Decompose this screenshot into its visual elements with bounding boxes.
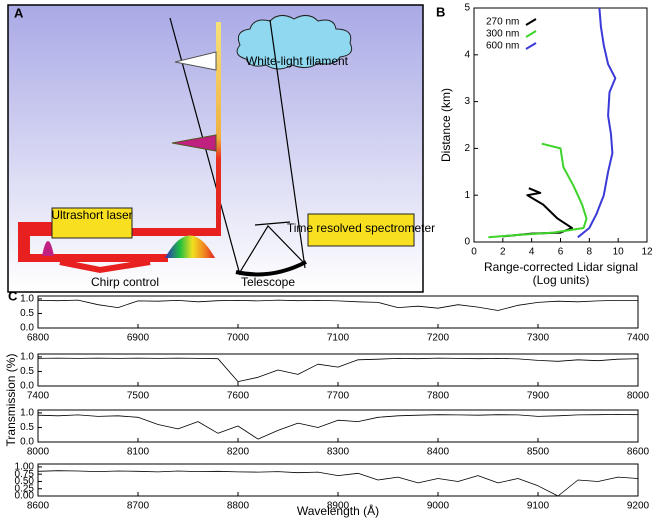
- data-line: [502, 187, 573, 238]
- x-tick-label: 7800: [427, 391, 450, 402]
- telescope-optics: [239, 221, 306, 273]
- x-tick-label: 7300: [527, 333, 550, 344]
- data-line: [488, 142, 588, 239]
- x-tick-label: 9200: [627, 501, 650, 512]
- y-tick-label: 1.00: [15, 462, 35, 473]
- data-line: [37, 470, 639, 497]
- x-tick-label: 7000: [227, 333, 250, 344]
- y-tick-label: 0.25: [15, 483, 35, 494]
- x-tick-label: 7400: [627, 333, 650, 344]
- x-tick-label: 8200: [227, 447, 250, 458]
- y-tick-label: 1.0: [20, 294, 34, 305]
- x-axis-label: Range-corrected Lidar signal: [484, 260, 638, 274]
- x-tick-label: 6900: [127, 333, 150, 344]
- plot-frame: [37, 409, 639, 443]
- x-tick-label: 8600: [627, 447, 650, 458]
- laser-box: [51, 207, 133, 239]
- spectrometer-box: [307, 213, 415, 247]
- laser-beam: [216, 22, 221, 232]
- x-axis-label: Wavelength (Å): [297, 503, 379, 518]
- legend-label: 600 nm: [486, 41, 519, 52]
- x-tick-label: 7900: [527, 391, 550, 402]
- y-tick-label: 0.75: [15, 469, 35, 480]
- x-tick-label: 4: [529, 247, 535, 258]
- x-tick-label: 8700: [127, 501, 150, 512]
- laser-label: Ultrashort laser: [51, 208, 132, 222]
- y-tick-label: 0.5: [20, 308, 34, 319]
- panel-label: B: [436, 4, 445, 19]
- y-tick-label: 5: [464, 3, 470, 14]
- x-tick-label: 6800: [27, 333, 50, 344]
- chirped-pulse: [171, 134, 217, 152]
- x-tick-label: 8600: [27, 501, 50, 512]
- y-tick-label: 0.00: [15, 491, 35, 502]
- x-tick-label: 8900: [327, 501, 350, 512]
- y-tick-label: 0.0: [20, 323, 34, 334]
- x-tick-label: 7100: [327, 333, 350, 344]
- x-tick-label: 8000: [27, 447, 50, 458]
- x-tick-label: 8800: [227, 501, 250, 512]
- x-tick-label: 7400: [27, 391, 50, 402]
- legend-swatch: [525, 42, 537, 50]
- data-line: [37, 357, 639, 382]
- y-tick-label: 2: [464, 143, 470, 154]
- x-tick-label: 0: [471, 247, 477, 258]
- x-tick-label: 7200: [427, 333, 450, 344]
- x-tick-label: 8: [587, 247, 593, 258]
- legend-swatch: [525, 18, 537, 26]
- laser-path: [18, 254, 168, 262]
- chirp-path: [59, 259, 151, 274]
- y-tick-label: 0.5: [20, 422, 34, 433]
- legend-swatch: [525, 30, 537, 38]
- panel-a: A White-light filament Ultrashort laser …: [7, 4, 435, 293]
- x-tick-label: 8100: [127, 447, 150, 458]
- pulse-shape: [42, 241, 54, 256]
- chirp-label: Chirp control: [91, 275, 159, 289]
- spectrum-shape: [165, 235, 215, 258]
- spectrometer-label: Time resolved spectrometer: [287, 221, 435, 235]
- x-tick-label: 9000: [427, 501, 450, 512]
- y-tick-label: 0: [464, 237, 470, 248]
- plot-frame: [37, 353, 639, 387]
- panel-label: A: [14, 5, 24, 20]
- y-tick-label: 3: [464, 96, 470, 107]
- panel-label: C: [8, 288, 18, 303]
- y-axis-label: Distance (km): [439, 88, 453, 162]
- x-axis-note: (Log units): [533, 273, 590, 287]
- data-line: [37, 414, 639, 440]
- x-tick-label: 8000: [627, 391, 650, 402]
- white-light-pulse: [174, 51, 217, 71]
- x-tick-label: 6: [558, 247, 564, 258]
- y-tick-label: 4: [464, 49, 470, 60]
- telescope-mirror: [235, 260, 307, 277]
- x-tick-label: 7700: [327, 391, 350, 402]
- x-tick-label: 9100: [527, 501, 550, 512]
- x-tick-label: 7600: [227, 391, 250, 402]
- x-tick-label: 10: [613, 247, 625, 258]
- legend-label: 270 nm: [486, 17, 519, 28]
- x-tick-label: 12: [641, 247, 653, 258]
- y-axis-label: Transmission (%): [4, 354, 18, 447]
- x-tick-label: 8300: [327, 447, 350, 458]
- y-tick-label: 0.0: [20, 381, 34, 392]
- x-tick-label: 7500: [127, 391, 150, 402]
- y-tick-label: 0.0: [20, 437, 34, 448]
- data-line: [577, 7, 617, 239]
- filament-label: White-light filament: [246, 54, 349, 68]
- x-tick-label: 8400: [427, 447, 450, 458]
- y-tick-label: 1.0: [20, 408, 34, 419]
- x-tick-label: 2: [500, 247, 506, 258]
- x-tick-label: 8500: [527, 447, 550, 458]
- legend-label: 300 nm: [486, 29, 519, 40]
- y-tick-label: 1: [464, 190, 470, 201]
- data-line: [37, 299, 638, 311]
- telescope-ray: [269, 19, 306, 269]
- y-tick-label: 0.5: [20, 366, 34, 377]
- y-tick-label: 0.50: [15, 476, 35, 487]
- telescope-label: Telescope: [241, 275, 295, 289]
- y-tick-label: 1.0: [20, 352, 34, 363]
